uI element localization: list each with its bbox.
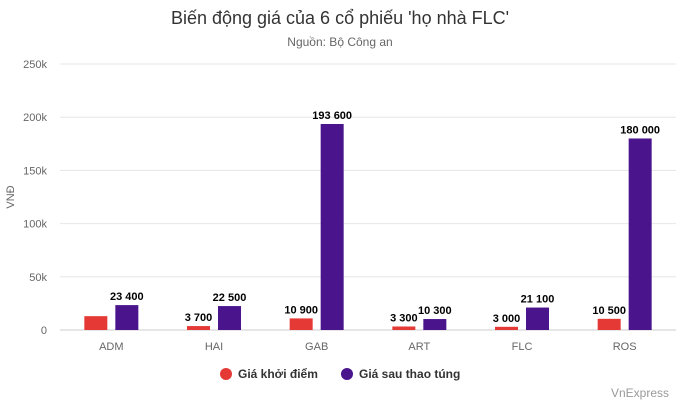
y-axis-ticks: 0 50k 100k 150k 200k 250k xyxy=(23,59,47,337)
x-tick-label: HAI xyxy=(205,341,223,353)
y-axis-label: VNĐ xyxy=(5,185,17,208)
data-label: 3 700 xyxy=(185,312,213,324)
bar-initial-ros[interactable] xyxy=(597,318,621,330)
data-label: 180 000 xyxy=(620,124,660,136)
chart-title: Biến động giá của 6 cổ phiếu 'họ nhà FLC… xyxy=(171,8,509,28)
x-tick-label: FLC xyxy=(512,341,533,353)
data-label: 10 900 xyxy=(284,304,318,316)
legend-item-initial[interactable]: Giá khởi điểm xyxy=(220,367,318,381)
bar-manipulated-adm[interactable] xyxy=(115,305,139,330)
x-tick-label: ROS xyxy=(613,341,637,353)
bar-manipulated-art[interactable] xyxy=(423,319,447,330)
bar-manipulated-flc[interactable] xyxy=(526,307,549,330)
data-label: 21 100 xyxy=(521,294,555,306)
bar-initial-adm[interactable] xyxy=(84,316,108,330)
legend-item-manipulated[interactable]: Giá sau thao túng xyxy=(341,367,460,381)
bar-initial-gab[interactable] xyxy=(289,318,313,330)
y-tick-label: 250k xyxy=(23,59,47,71)
bar-initial-art[interactable] xyxy=(392,326,416,330)
data-label: 10 300 xyxy=(418,305,452,317)
x-tick-label: ART xyxy=(408,341,430,353)
bars xyxy=(84,124,652,330)
data-label: 23 400 xyxy=(110,291,144,303)
x-tick-label: ADM xyxy=(99,341,123,353)
data-label: 22 500 xyxy=(213,292,247,304)
y-tick-label: 0 xyxy=(41,325,47,337)
x-tick-label: GAB xyxy=(305,341,328,353)
legend[interactable]: Giá khởi điểm Giá sau thao túng xyxy=(220,367,460,381)
x-axis-ticks: ADM HAI GAB ART FLC ROS xyxy=(99,341,636,353)
data-label: 193 600 xyxy=(312,110,352,122)
y-tick-label: 100k xyxy=(23,219,47,231)
bar-manipulated-gab[interactable] xyxy=(320,124,344,330)
legend-label: Giá sau thao túng xyxy=(359,367,460,381)
bar-initial-flc[interactable] xyxy=(495,326,518,330)
bar-initial-hai[interactable] xyxy=(187,326,210,330)
legend-label: Giá khởi điểm xyxy=(238,367,318,381)
bar-manipulated-ros[interactable] xyxy=(628,138,652,330)
legend-marker xyxy=(220,368,232,380)
y-tick-label: 200k xyxy=(23,112,47,124)
data-label: 3 000 xyxy=(493,313,521,325)
y-tick-label: 50k xyxy=(29,272,47,284)
data-label: 3 300 xyxy=(390,312,418,324)
chart-subtitle: Nguồn: Bộ Công an xyxy=(287,35,392,49)
bar-manipulated-hai[interactable] xyxy=(218,306,241,330)
legend-marker xyxy=(341,368,353,380)
y-tick-label: 150k xyxy=(23,165,47,177)
gridlines xyxy=(60,63,676,331)
data-label: 10 500 xyxy=(592,305,626,317)
chart-credit: VnExpress xyxy=(611,386,669,400)
